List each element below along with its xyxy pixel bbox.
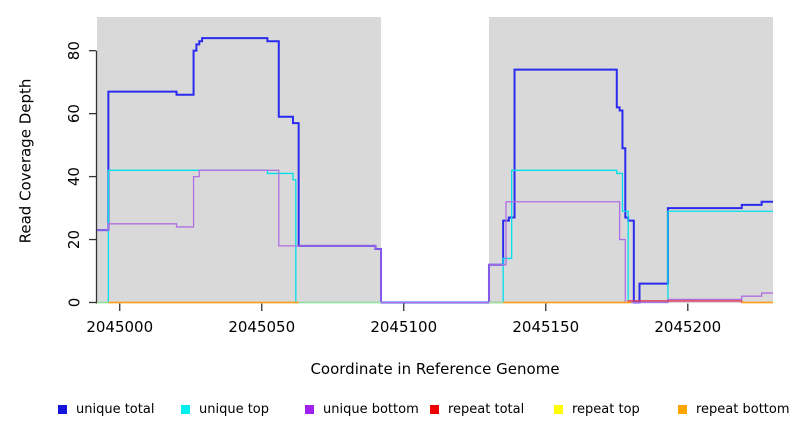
plot-background-right bbox=[488, 17, 773, 303]
legend-swatch bbox=[430, 404, 439, 414]
legend-label: repeat total bbox=[448, 401, 525, 417]
x-axis-title: Coordinate in Reference Genome bbox=[0, 360, 792, 378]
x-axis-title-text: Coordinate in Reference Genome bbox=[310, 360, 560, 378]
legend-item-repeat-total: repeat total bbox=[430, 398, 524, 420]
plot-background-left bbox=[97, 17, 382, 303]
legend-swatch bbox=[181, 404, 190, 414]
legend-item-unique-total: unique total bbox=[58, 398, 154, 420]
y-tick-label: 20 bbox=[65, 230, 83, 249]
legend: unique total unique top unique bottom repea… bbox=[0, 398, 792, 422]
y-tick-label: 0 bbox=[65, 298, 83, 308]
legend-item-repeat-bottom: repeat bottom bbox=[678, 398, 790, 420]
legend-label: unique total bbox=[76, 401, 155, 417]
legend-swatch bbox=[58, 404, 67, 414]
series-unique-top bbox=[97, 169, 773, 304]
legend-swatch bbox=[678, 404, 687, 414]
legend-label: repeat top bbox=[572, 401, 640, 417]
x-tick-label: 2045150 bbox=[512, 318, 579, 336]
x-tick-label: 2045000 bbox=[86, 318, 153, 336]
legend-swatch bbox=[305, 404, 314, 414]
y-tick-label: 40 bbox=[65, 167, 83, 186]
x-tick-label: 2045100 bbox=[370, 318, 437, 336]
legend-item-unique-top: unique top bbox=[181, 398, 269, 420]
series-unique-bottom bbox=[97, 169, 773, 304]
x-tick-label: 2045050 bbox=[228, 318, 295, 336]
legend-label: unique top bbox=[199, 401, 270, 417]
legend-label: unique bottom bbox=[323, 401, 419, 417]
y-axis-title: Read Coverage Depth bbox=[16, 78, 35, 244]
legend-item-unique-bottom: unique bottom bbox=[305, 398, 419, 420]
y-tick-label: 80 bbox=[65, 41, 83, 60]
y-tick-label: 60 bbox=[65, 104, 83, 123]
legend-swatch bbox=[554, 404, 563, 414]
legend-label: repeat bottom bbox=[696, 401, 790, 417]
x-tick-label: 2045200 bbox=[654, 318, 721, 336]
legend-item-repeat-top: repeat top bbox=[554, 398, 640, 420]
